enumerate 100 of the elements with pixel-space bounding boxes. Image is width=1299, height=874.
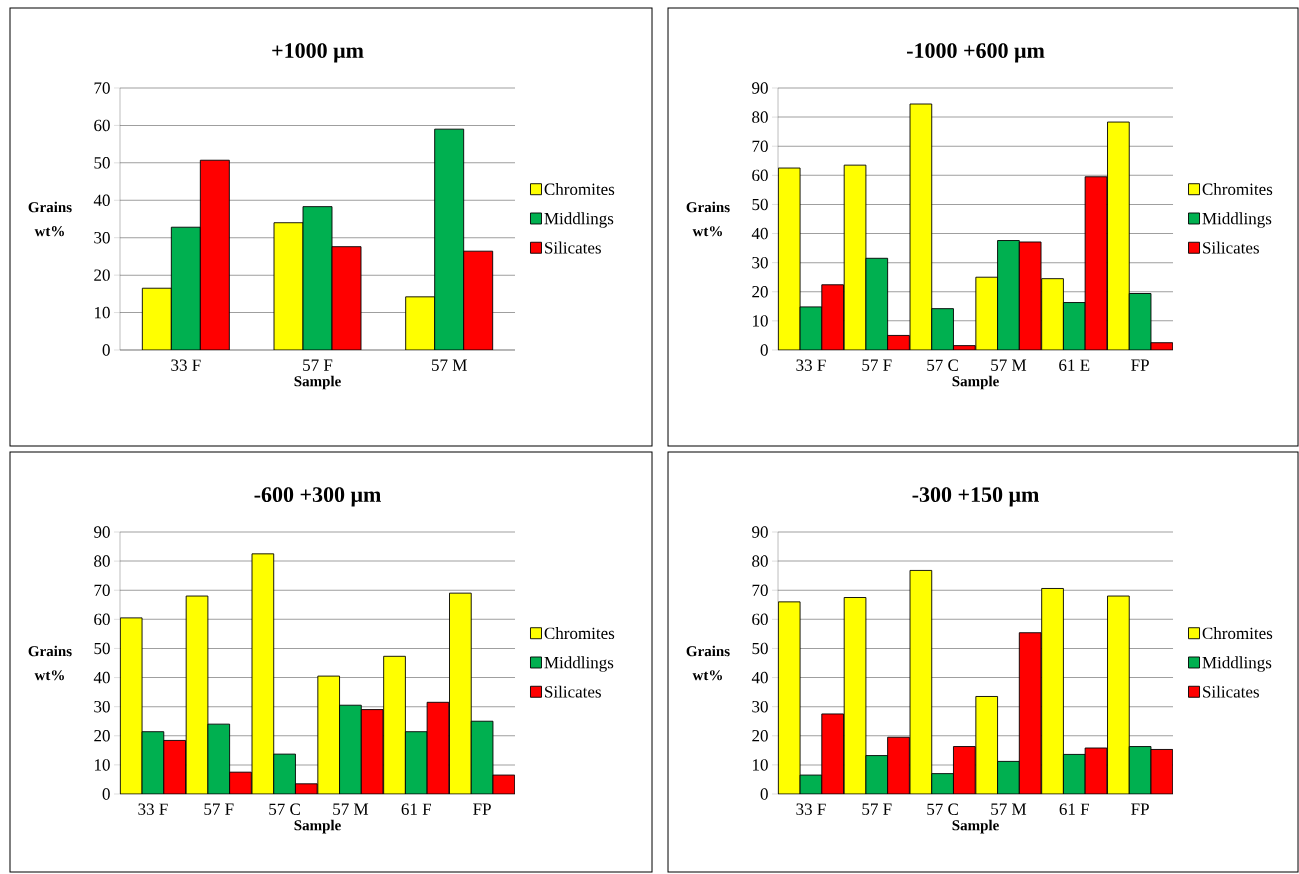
legend-label: Middlings [544,212,614,228]
x-tick-label: 57 M [333,803,369,815]
bar [843,597,867,794]
bar [821,713,844,794]
bar [426,701,450,794]
y-tick-label: 10 [753,759,768,771]
bar [1084,176,1108,350]
x-tick-label: 33 F [171,359,201,371]
y-tick-label: 20 [752,730,768,742]
y-tick-label: 40 [751,227,768,240]
y-tick-label: 70 [752,140,768,152]
x-tick-label: 57 C [269,803,300,815]
bar [405,296,436,350]
y-tick-label: 20 [94,269,110,281]
bar [141,287,172,350]
y-tick-label: 70 [752,584,768,596]
bar [975,276,999,350]
bar [1107,121,1130,350]
y-tick-label: 50 [94,642,110,655]
bar [434,128,465,350]
bar [975,696,999,794]
legend-label: Middlings [1202,656,1272,672]
bar [931,773,954,794]
y-tick-label: 40 [93,671,110,684]
x-axis-title: Sample [294,819,341,834]
legend-label: Silicates [545,241,601,254]
bar [170,226,201,350]
x-tick-label: 57 M [991,359,1027,371]
y-tick-label: 50 [752,642,768,655]
legend-label: Chromites [1202,183,1273,196]
x-tick-label: 57 F [862,803,892,815]
bar [463,250,494,350]
y-tick-label: 40 [751,671,768,684]
y-axis-title: Grains wt% [28,645,72,681]
bar [273,753,296,794]
x-tick-label: FP [473,803,491,815]
y-tick-label: 80 [752,555,768,567]
bar [997,760,1020,794]
x-axis-title: Sample [952,819,999,834]
y-tick-label: 80 [94,555,110,567]
y-tick-label: 90 [94,526,110,538]
y-tick-label: 30 [752,256,768,269]
y-tick-label: 30 [94,231,110,244]
bar [1128,293,1152,350]
y-tick-label: 10 [94,306,110,319]
x-tick-label: 57 M [431,359,467,371]
chart-title: +1000 μm [272,43,364,63]
y-axis-title: Grains wt% [686,201,730,237]
x-tick-label: 57 C [927,803,958,815]
x-tick-label: 61 F [1059,803,1090,815]
legend-label: Middlings [544,656,614,672]
bar [360,709,384,794]
x-tick-label: 33 F [796,803,826,815]
bar [1107,595,1130,794]
y-tick-label: 60 [752,613,768,626]
legend-label: Silicates [545,685,601,698]
x-tick-label: 57 F [204,803,234,815]
x-axis-title: Sample [952,375,999,390]
bar [404,731,428,794]
y-tick-label: 90 [752,526,768,538]
x-tick-label: 61 F [401,803,431,815]
legend-label: Silicates [1203,241,1259,254]
legend-label: Chromites [544,183,615,196]
x-tick-label: FP [1131,359,1149,371]
legend-label: Silicates [1203,685,1259,698]
y-tick-label: 0 [760,788,768,800]
x-tick-label: 33 F [796,359,826,371]
y-tick-label: 70 [94,82,110,94]
y-tick-label: 0 [760,344,768,356]
x-tick-label: 57 C [927,359,958,371]
y-tick-label: 40 [93,194,110,207]
y-axis-title: Grains wt% [686,645,730,681]
x-tick-label: 57 F [862,359,892,371]
bar [887,736,910,794]
y-tick-label: 90 [752,82,768,94]
y-tick-label: 10 [753,315,768,327]
legend-label: Middlings [1202,212,1272,228]
x-tick-label: 57 F [303,359,333,371]
bar [302,206,333,350]
bar [821,284,844,350]
y-tick-label: 20 [752,286,768,298]
x-tick-label: 61 E [1059,359,1090,371]
y-tick-label: 50 [752,198,768,211]
x-tick-label: 33 F [138,803,168,815]
y-tick-label: 10 [94,759,110,771]
x-tick-label: FP [1131,803,1149,815]
y-tick-label: 80 [752,111,768,123]
bar [331,246,362,350]
bar [909,569,933,794]
y-tick-label: 30 [752,700,768,713]
y-tick-label: 60 [94,613,110,626]
bar [470,720,494,794]
bar [997,240,1020,350]
bar [953,746,976,794]
bar [163,739,186,794]
bar [339,704,362,794]
y-tick-label: 0 [102,788,110,800]
bar [843,164,867,350]
chart-title: -1000 +600 μm [907,43,1045,63]
bar [778,167,801,350]
